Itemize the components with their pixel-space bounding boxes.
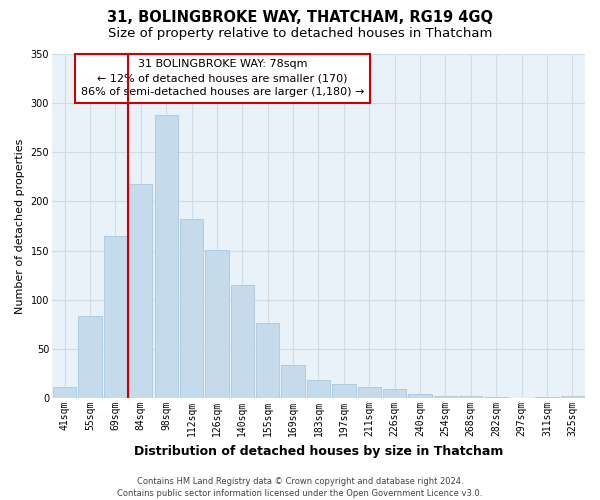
Bar (230, 285, 254, 398)
Bar (409, 394, 431, 398)
Bar (180, 219, 203, 398)
Bar (307, 380, 330, 398)
Bar (205, 250, 229, 398)
Bar (484, 397, 508, 398)
Bar (535, 397, 559, 398)
Bar (256, 324, 280, 398)
Text: 31 BOLINGBROKE WAY: 78sqm
← 12% of detached houses are smaller (170)
86% of semi: 31 BOLINGBROKE WAY: 78sqm ← 12% of detac… (81, 59, 364, 97)
Text: Size of property relative to detached houses in Thatcham: Size of property relative to detached ho… (108, 28, 492, 40)
Bar (155, 115, 178, 398)
Bar (104, 236, 127, 398)
Text: Contains HM Land Registry data © Crown copyright and database right 2024.
Contai: Contains HM Land Registry data © Crown c… (118, 476, 482, 498)
Bar (434, 396, 457, 398)
Bar (358, 388, 381, 398)
X-axis label: Distribution of detached houses by size in Thatcham: Distribution of detached houses by size … (134, 444, 503, 458)
Bar (383, 390, 406, 398)
Bar (459, 396, 482, 398)
Y-axis label: Number of detached properties: Number of detached properties (15, 138, 25, 314)
Bar (129, 184, 152, 398)
Bar (281, 364, 305, 398)
Bar (332, 384, 356, 398)
Bar (560, 396, 584, 398)
Text: 31, BOLINGBROKE WAY, THATCHAM, RG19 4GQ: 31, BOLINGBROKE WAY, THATCHAM, RG19 4GQ (107, 10, 493, 25)
Bar (53, 388, 76, 398)
Bar (79, 316, 102, 398)
